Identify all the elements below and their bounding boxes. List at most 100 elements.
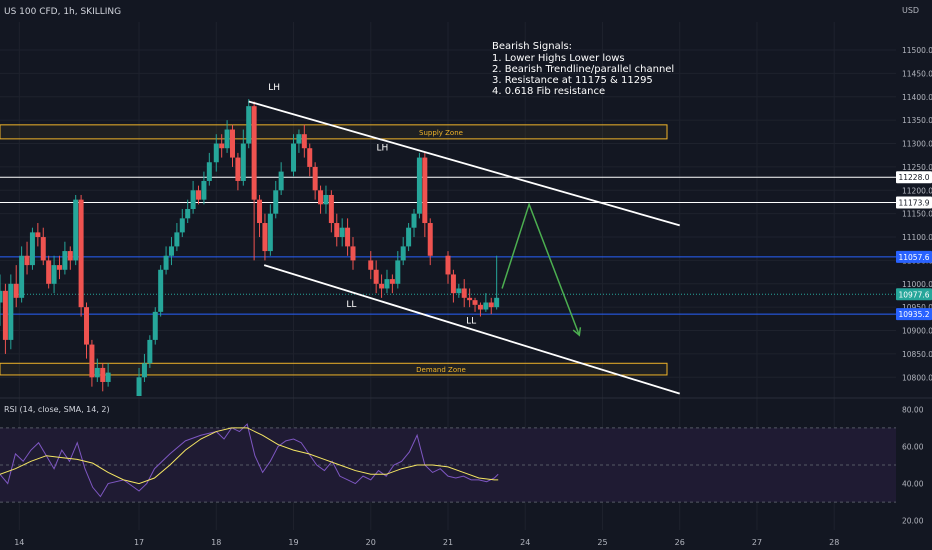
price-tick-label: 11200.0 bbox=[902, 186, 932, 195]
notes-line-4: 4. 0.618 Fib resistance bbox=[492, 86, 605, 97]
candle-body bbox=[46, 260, 52, 284]
candle-body bbox=[461, 288, 467, 298]
candle-body bbox=[456, 288, 462, 294]
candle-body bbox=[416, 157, 422, 214]
price-tick-label: 11100.0 bbox=[902, 233, 932, 242]
level-label-box bbox=[896, 250, 932, 263]
candle-body bbox=[179, 218, 185, 233]
candle-body bbox=[190, 190, 196, 209]
candle-body bbox=[163, 255, 169, 270]
price-tick-label: 11250.0 bbox=[902, 163, 932, 172]
candle-body bbox=[251, 106, 257, 200]
candle-body bbox=[257, 199, 263, 224]
candle-body bbox=[147, 339, 153, 364]
candle-body bbox=[483, 302, 489, 310]
notes-block: Bearish Signals: 1. Lower Highs Lower lo… bbox=[492, 41, 674, 97]
price-tick-label: 10900.0 bbox=[902, 327, 932, 336]
notes-line-1: 1. Lower Highs Lower lows bbox=[492, 53, 625, 64]
candle-body bbox=[273, 190, 279, 214]
time-tick-label: 27 bbox=[752, 538, 762, 547]
price-tick-label: 11350.0 bbox=[902, 116, 932, 125]
candle-body bbox=[450, 274, 456, 294]
candle-body bbox=[29, 232, 35, 266]
level-label-box bbox=[896, 308, 932, 321]
candle-body bbox=[40, 237, 46, 261]
notes-line-2: 2. Bearish Trendline/parallel channel bbox=[492, 64, 674, 75]
candle-body bbox=[328, 194, 334, 224]
candle-body bbox=[158, 269, 164, 312]
candle-body bbox=[477, 304, 483, 310]
candle-body bbox=[78, 199, 84, 308]
candle-body bbox=[312, 166, 318, 191]
candle-body bbox=[35, 232, 41, 238]
level-label-box bbox=[896, 196, 932, 209]
candle-body bbox=[379, 283, 385, 289]
rsi-tick-label: 40.00 bbox=[902, 480, 924, 489]
candle-body bbox=[13, 283, 19, 298]
annotations: LH LH LL LL bbox=[268, 83, 476, 327]
level-label: 10935.2 bbox=[898, 310, 929, 319]
price-tick-label: 11000.0 bbox=[902, 280, 932, 289]
zone-box bbox=[0, 124, 668, 140]
projection-arrowhead bbox=[572, 327, 582, 337]
price-tick-label: 11300.0 bbox=[902, 140, 932, 149]
candle-body bbox=[339, 227, 345, 238]
candle-body bbox=[2, 290, 8, 340]
candle-body bbox=[196, 190, 202, 200]
rsi-tick-label: 80.00 bbox=[902, 405, 924, 414]
candle-body bbox=[395, 260, 401, 284]
candle-body bbox=[373, 269, 379, 284]
candle-body bbox=[185, 209, 191, 219]
notes-line-3: 3. Resistance at 11175 & 11295 bbox=[492, 75, 653, 86]
candle-body bbox=[229, 129, 235, 158]
projection-path bbox=[501, 202, 581, 336]
price-tick-label: 10800.0 bbox=[902, 373, 932, 382]
time-tick-label: 28 bbox=[829, 538, 839, 547]
candle-body bbox=[51, 265, 57, 284]
zone-label: Supply Zone bbox=[419, 129, 463, 137]
candle-body bbox=[494, 297, 500, 308]
candle-body bbox=[62, 251, 68, 270]
price-tick-label: 11450.0 bbox=[902, 69, 932, 78]
candle-body bbox=[350, 246, 356, 261]
time-tick-label: 19 bbox=[288, 538, 298, 547]
candle-body bbox=[84, 307, 90, 345]
candle-body bbox=[206, 162, 212, 181]
price-tick-label: 11150.0 bbox=[902, 210, 932, 219]
level-label: 11173.9 bbox=[898, 199, 929, 208]
candle-body bbox=[488, 302, 494, 308]
candle-body bbox=[152, 311, 158, 340]
candle-body bbox=[301, 134, 307, 149]
zones: Supply Zone Demand Zone bbox=[0, 124, 668, 376]
currency-label: USD bbox=[902, 6, 919, 15]
candle-body bbox=[307, 148, 313, 167]
time-tick-label: 24 bbox=[520, 538, 530, 547]
candle-body bbox=[136, 377, 142, 396]
candle-body bbox=[323, 194, 329, 205]
candle-body bbox=[174, 232, 180, 247]
time-tick-label: 26 bbox=[675, 538, 685, 547]
candle-body bbox=[168, 246, 174, 256]
rsi-sma-line bbox=[0, 427, 499, 485]
candle-body bbox=[318, 190, 324, 205]
zone-label: Demand Zone bbox=[416, 366, 466, 374]
candle-body bbox=[213, 143, 219, 163]
candle-body bbox=[141, 363, 147, 378]
swing-label: LH bbox=[268, 83, 280, 93]
level-label: 11057.6 bbox=[898, 253, 929, 262]
candle-body bbox=[389, 279, 395, 284]
candle-body bbox=[224, 129, 230, 149]
symbol-title: US 100 CFD, 1h, SKILLING bbox=[4, 7, 121, 17]
candle-body bbox=[67, 251, 73, 261]
candle-body bbox=[73, 199, 79, 261]
candle-body bbox=[406, 227, 412, 247]
zone-box bbox=[0, 362, 668, 376]
level-label-box bbox=[896, 171, 932, 184]
rsi-tick-label: 20.00 bbox=[902, 517, 924, 526]
rsi-label: RSI (14, close, SMA, 14, 2) bbox=[4, 405, 110, 414]
price-tick-label: 10950.0 bbox=[902, 303, 932, 312]
candle-body bbox=[94, 367, 100, 378]
candle-body bbox=[422, 157, 428, 224]
candle-body bbox=[0, 290, 3, 303]
